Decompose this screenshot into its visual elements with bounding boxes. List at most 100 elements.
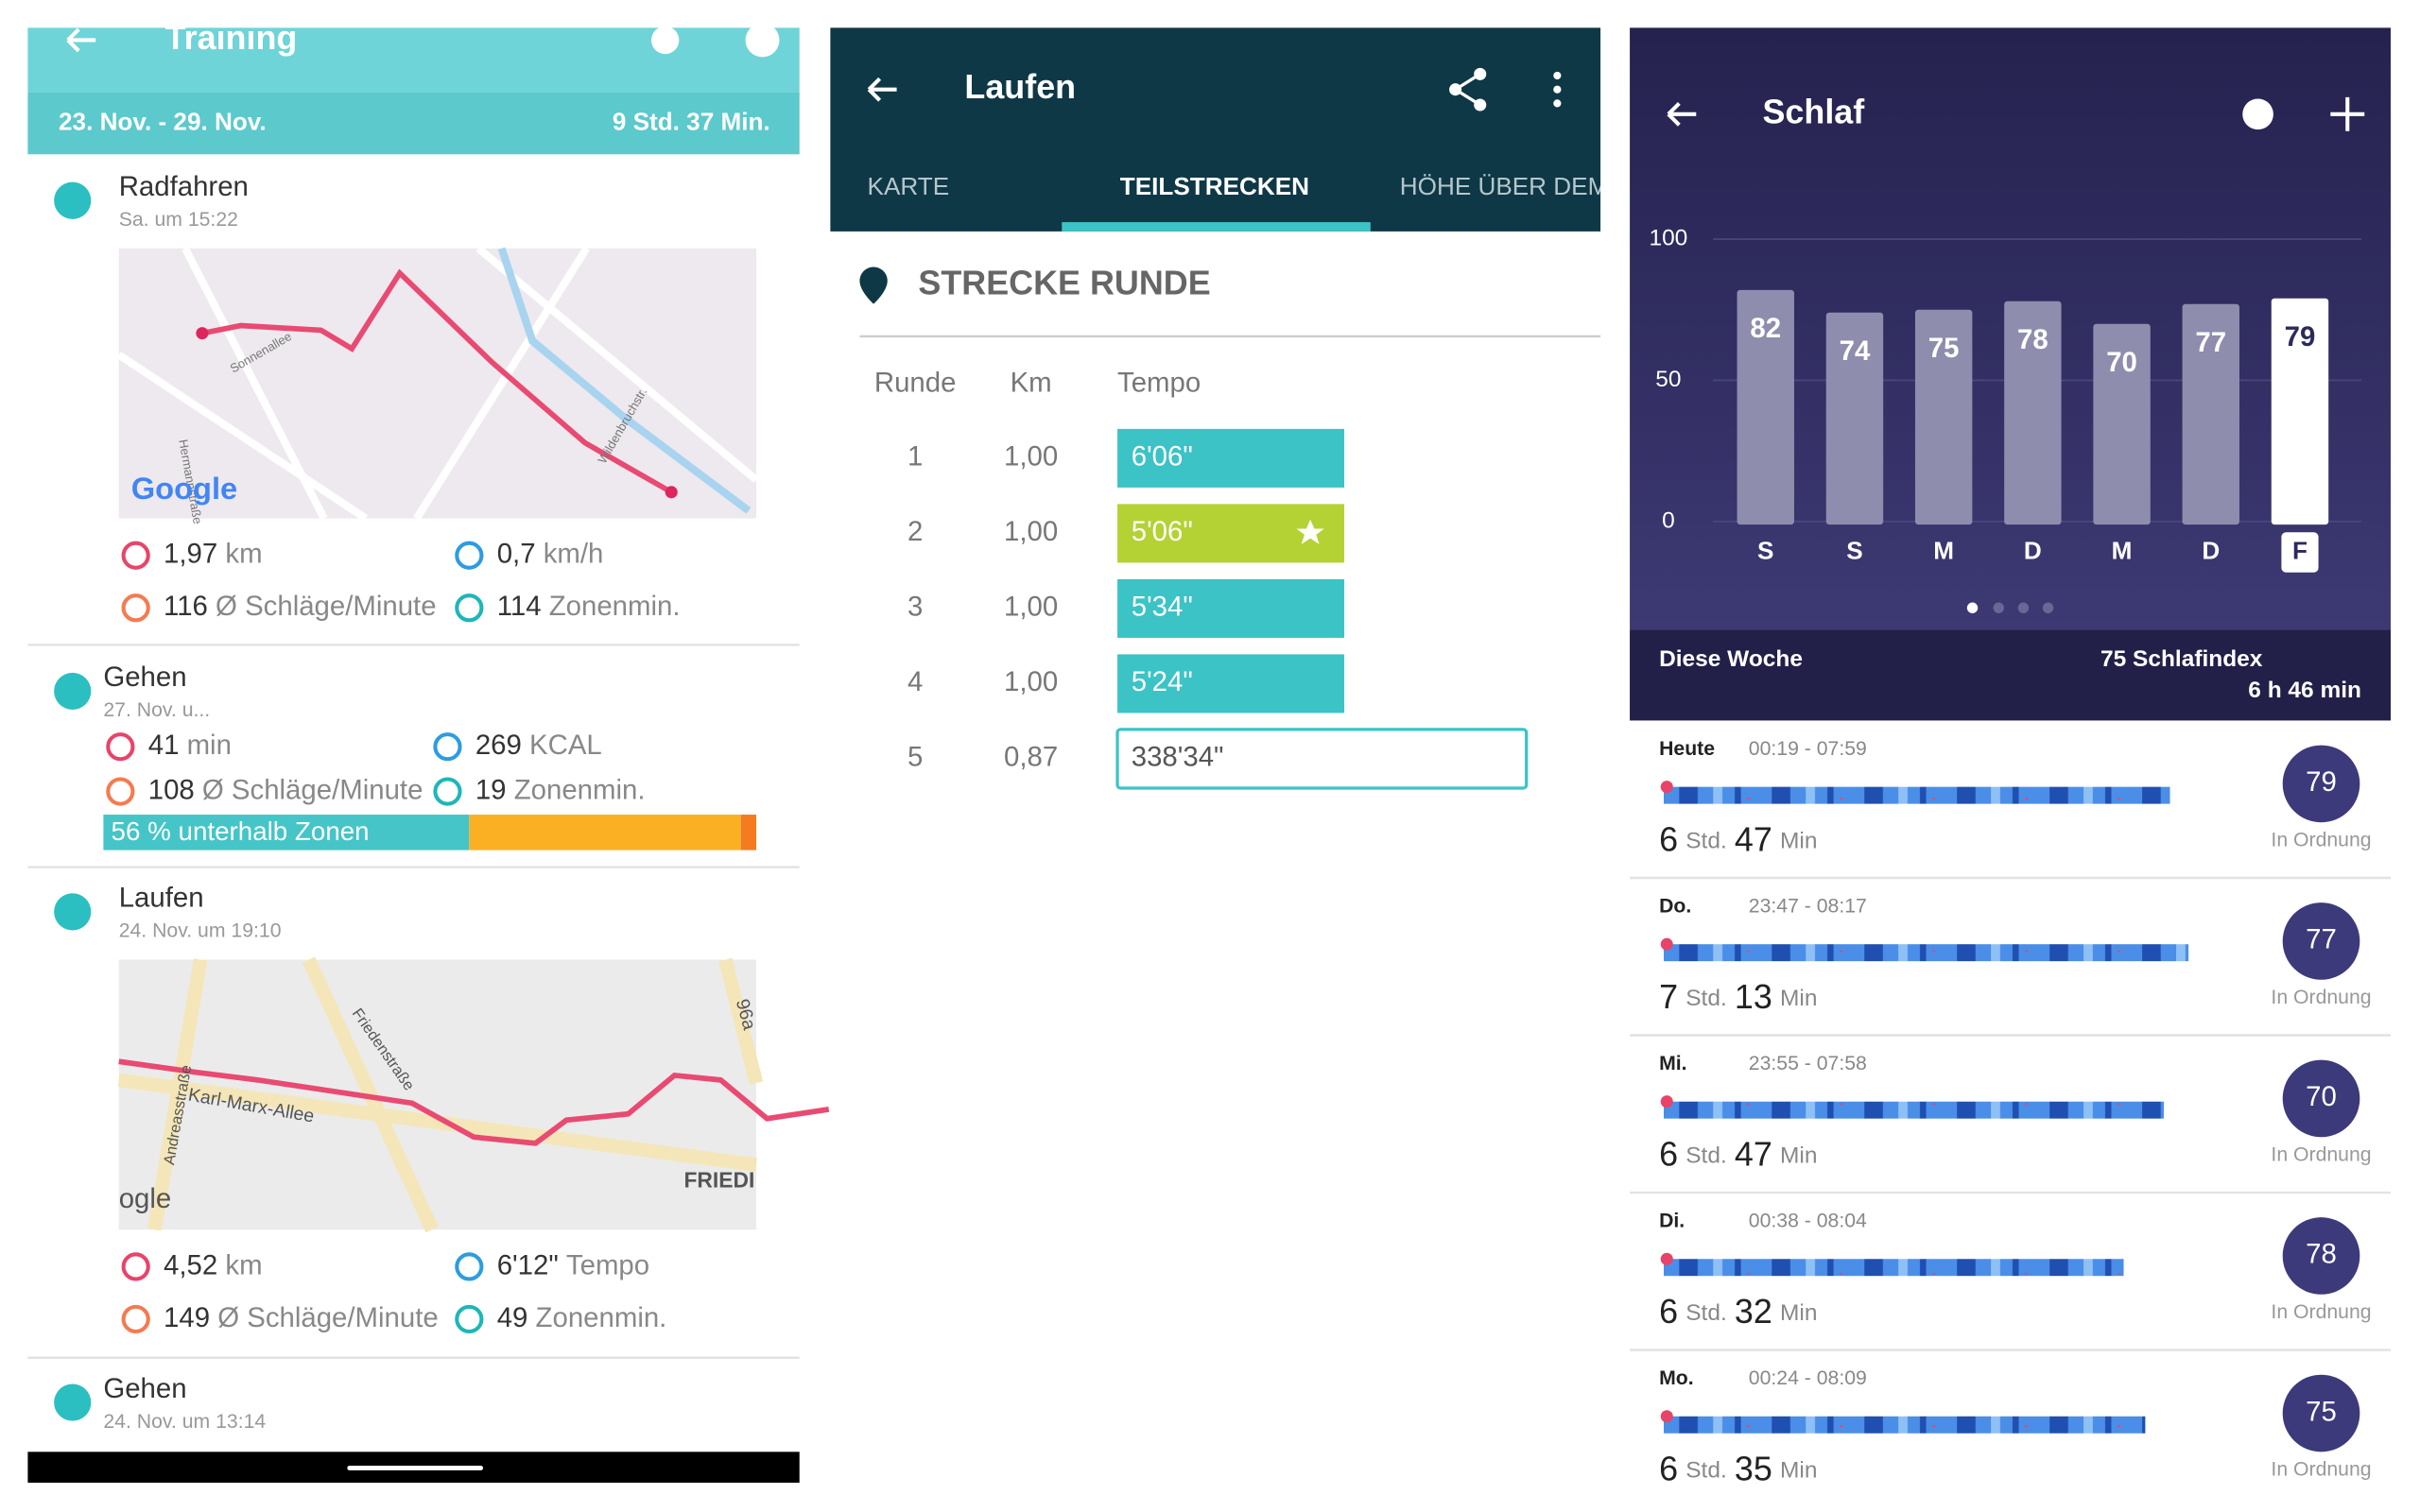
hypnogram-start	[1660, 1410, 1673, 1423]
total-time: 9 Std. 37 Min.	[613, 108, 770, 136]
route	[118, 1058, 830, 1146]
minutes: 47	[1735, 1135, 1772, 1174]
hypnogram	[1664, 1416, 2146, 1434]
stat-unit: Zonenmin.	[536, 1302, 667, 1333]
minutes-unit: Min	[1780, 986, 1817, 1011]
stat-icon	[433, 777, 462, 806]
hours-unit: Std.	[1685, 829, 1727, 854]
subheader	[27, 92, 800, 155]
share-icon[interactable]	[1449, 67, 1487, 112]
home-indicator[interactable]	[347, 1466, 484, 1470]
page-dots	[1966, 602, 2054, 613]
bar	[2093, 323, 2151, 525]
stat: 149 Ø Schläge/Minute	[164, 1302, 439, 1333]
score-badge	[2282, 1217, 2360, 1295]
stat-value: 108	[148, 774, 195, 805]
bar	[1825, 312, 1884, 525]
stat-unit: Zonenmin.	[549, 591, 681, 622]
stat: 6'12" Tempo	[497, 1249, 649, 1280]
menu-icon[interactable]	[1553, 71, 1562, 108]
y-tick-label: 0	[1662, 507, 1675, 533]
activity-time: 24. Nov. um 13:14	[103, 1411, 266, 1433]
lap-number: 2	[908, 516, 923, 547]
add-icon[interactable]	[2330, 96, 2365, 131]
zone-cardio	[740, 815, 756, 850]
stat-unit: Tempo	[566, 1249, 649, 1280]
column-header: Tempo	[1117, 367, 1201, 398]
column-header: Km	[1011, 367, 1052, 398]
minutes-unit: Min	[1780, 1458, 1817, 1484]
lap-number: 3	[908, 592, 923, 623]
back-button[interactable]	[867, 77, 897, 102]
route-end	[665, 486, 678, 499]
stat: 1,97 km	[164, 539, 263, 570]
bar	[1737, 289, 1794, 525]
stat-value: 116	[164, 591, 208, 622]
stat-value: 0,7	[497, 539, 536, 570]
bar-value: 77	[2195, 327, 2226, 358]
tab[interactable]: HÖHE ÜBER DEM	[1400, 172, 1609, 200]
settings-icon[interactable]	[650, 26, 680, 55]
summary-band	[1630, 629, 2391, 721]
stat-icon	[433, 732, 462, 762]
score-badge	[2282, 1374, 2360, 1452]
stat-value: 1,97	[164, 539, 217, 570]
activity-time: Sa. um 15:22	[119, 209, 238, 231]
summary-label: Diese Woche	[1659, 646, 1803, 672]
hours: 6	[1659, 1135, 1678, 1174]
duration: 6 Std. 47 Min	[1659, 1135, 1817, 1174]
bar	[2182, 303, 2239, 525]
settings-icon[interactable]	[2242, 98, 2273, 130]
lap-tempo: 5'34"	[1132, 592, 1193, 623]
bar-value: 74	[1840, 335, 1871, 367]
add-icon[interactable]	[745, 23, 780, 58]
minutes-unit: Min	[1780, 1300, 1817, 1326]
score-badge	[2282, 745, 2360, 823]
date-range: 23. Nov. - 29. Nov.	[59, 108, 267, 136]
night-day: Do.	[1659, 896, 1691, 918]
stat-icon	[121, 593, 150, 623]
back-button[interactable]	[66, 27, 96, 53]
hours-unit: Std.	[1685, 1458, 1727, 1484]
activity-time: 27. Nov. u...	[103, 699, 210, 721]
stat-unit: km	[225, 539, 262, 570]
stat-unit: min	[187, 730, 232, 761]
tab[interactable]: TEILSTRECKEN	[1120, 172, 1309, 200]
stat-icon	[455, 1304, 484, 1334]
duration: 7 Std. 13 Min	[1659, 977, 1817, 1016]
score-badge	[2282, 902, 2360, 980]
hours: 6	[1659, 820, 1678, 859]
stat-icon	[455, 1252, 484, 1281]
night-range: 00:19 - 07:59	[1749, 738, 1867, 760]
back-button[interactable]	[1667, 101, 1697, 127]
activity-time: 24. Nov. um 19:10	[119, 920, 282, 942]
score: 75	[2306, 1396, 2337, 1427]
lap-number: 4	[908, 666, 923, 697]
status: In Ordnung	[2271, 1143, 2371, 1165]
activity-name: Laufen	[119, 883, 204, 914]
stat-icon	[106, 732, 135, 762]
stat-value: 6'12"	[497, 1249, 559, 1280]
stat-unit: Ø Schläge/Minute	[217, 1302, 438, 1333]
stat-icon	[121, 1304, 150, 1334]
stat-icon	[106, 777, 135, 806]
lap-km: 1,00	[1004, 666, 1058, 697]
stat-icon	[121, 541, 150, 570]
zone-fat-burn	[469, 815, 741, 850]
zone-below	[103, 815, 470, 850]
hypnogram-start	[1660, 937, 1673, 951]
bar-value: 79	[2285, 321, 2316, 352]
stat-unit: Ø Schläge/Minute	[202, 774, 423, 805]
tab[interactable]: KARTE	[868, 172, 950, 200]
header	[27, 27, 800, 93]
minutes: 13	[1735, 977, 1772, 1016]
lap-tempo: 5'06"	[1132, 516, 1193, 547]
lap-number: 1	[908, 441, 923, 472]
bar-value: 75	[1928, 333, 1960, 364]
night-day: Mi.	[1659, 1053, 1686, 1074]
hypnogram	[1664, 786, 2170, 804]
x-tick-label: M	[2112, 536, 2133, 564]
bar	[2004, 301, 2062, 525]
lap-km: 1,00	[1004, 592, 1058, 623]
